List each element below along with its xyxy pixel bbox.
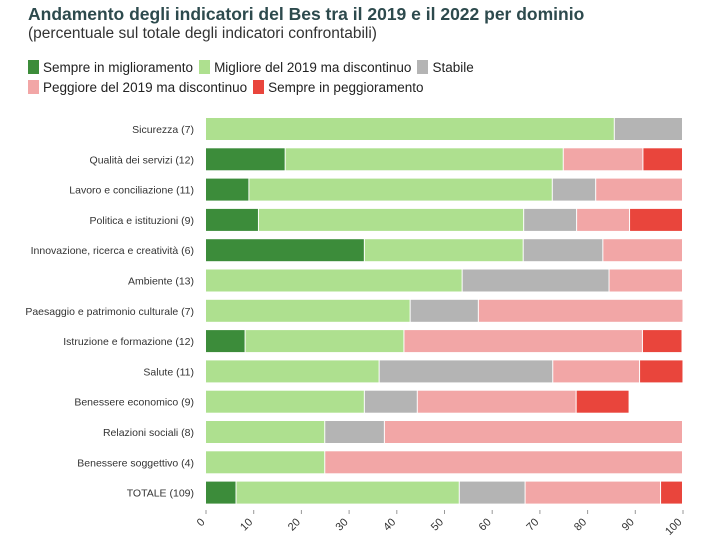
bar-segment bbox=[614, 118, 682, 140]
x-tick-label: 10 bbox=[238, 516, 255, 533]
bar-segment bbox=[206, 451, 325, 474]
legend-item: Stabile bbox=[417, 58, 474, 76]
legend-label: Sempre in peggioramento bbox=[268, 79, 424, 95]
bar-segment bbox=[379, 360, 553, 383]
bar-segment bbox=[459, 481, 525, 504]
bar-segment bbox=[563, 148, 643, 171]
legend: Sempre in miglioramento Migliore del 2019… bbox=[28, 58, 488, 96]
category-label: Benessere soggettivo (4) bbox=[77, 457, 194, 469]
category-label: Benessere economico (9) bbox=[74, 397, 194, 409]
legend-swatch bbox=[417, 60, 429, 74]
category-label: Innovazione, ricerca e creatività (6) bbox=[31, 245, 194, 257]
x-tick-label: 30 bbox=[334, 516, 351, 533]
category-label: TOTALE (109) bbox=[127, 488, 194, 500]
bar-segment bbox=[462, 269, 609, 292]
x-tick-label: 70 bbox=[524, 516, 541, 533]
bar-segment bbox=[206, 421, 325, 443]
bar-segment bbox=[206, 299, 410, 322]
x-tick-label: 40 bbox=[381, 516, 398, 533]
legend-item: Peggiore del 2019 ma discontinuo bbox=[28, 78, 247, 96]
category-label: Qualità dei servizi (12) bbox=[90, 154, 194, 166]
legend-swatch bbox=[28, 80, 39, 94]
legend-item: Sempre in miglioramento bbox=[28, 58, 193, 76]
bar-segment bbox=[661, 481, 682, 504]
bar-segment bbox=[525, 481, 661, 504]
bar-segment bbox=[596, 178, 682, 201]
bar-segment bbox=[206, 148, 285, 171]
category-label: Sicurezza (7) bbox=[132, 124, 194, 136]
category-label: Paesaggio e patrimonio culturale (7) bbox=[25, 306, 194, 318]
category-label: Salute (11) bbox=[143, 366, 194, 378]
bar-segment bbox=[552, 178, 596, 201]
bar-segment bbox=[364, 390, 417, 413]
bar-segment bbox=[258, 208, 524, 231]
chart-title: Andamento degli indicatori del Bes tra i… bbox=[28, 4, 585, 24]
bar-segment bbox=[524, 208, 577, 231]
legend-item: Sempre in peggioramento bbox=[253, 78, 424, 96]
bar-segment bbox=[325, 421, 384, 443]
x-tick-label: 50 bbox=[429, 516, 446, 533]
bar-segment bbox=[553, 360, 640, 383]
bar-segment bbox=[609, 269, 682, 292]
bar-segment bbox=[523, 239, 603, 262]
legend-label: Sempre in miglioramento bbox=[43, 59, 194, 75]
bar-segment bbox=[364, 239, 523, 262]
x-tick-label: 100 bbox=[663, 516, 684, 537]
bar-segment bbox=[576, 390, 629, 413]
legend-swatch bbox=[28, 60, 39, 74]
bar-segment bbox=[417, 390, 576, 413]
bar-segment bbox=[577, 208, 630, 231]
x-tick-label: 0 bbox=[195, 516, 208, 529]
bar-segment bbox=[642, 330, 682, 353]
category-label: Istruzione e formazione (12) bbox=[63, 336, 194, 348]
x-tick-label: 90 bbox=[620, 516, 637, 533]
x-tick-label: 80 bbox=[572, 516, 589, 533]
legend-label: Migliore del 2019 ma discontinuo bbox=[214, 59, 412, 75]
bar-segment bbox=[410, 299, 478, 322]
legend-label: Peggiore del 2019 ma discontinuo bbox=[43, 79, 248, 95]
bar-segment bbox=[384, 421, 682, 443]
bar-segment bbox=[643, 148, 682, 171]
bar-segment bbox=[285, 148, 563, 171]
bar-segment bbox=[236, 481, 459, 504]
legend-swatch bbox=[199, 60, 211, 74]
bar-segment bbox=[325, 451, 682, 474]
category-label: Ambiente (13) bbox=[128, 276, 194, 288]
legend-swatch bbox=[253, 80, 265, 94]
bar-segment bbox=[206, 330, 245, 353]
bar-segment bbox=[249, 178, 552, 201]
category-label: Relazioni sociali (8) bbox=[103, 427, 194, 439]
bar-segment bbox=[206, 269, 462, 292]
bar-segment bbox=[206, 481, 236, 504]
bar-segment bbox=[206, 208, 258, 231]
bar-segment bbox=[206, 118, 614, 140]
bar-segment bbox=[206, 360, 379, 383]
category-label: Lavoro e conciliazione (11) bbox=[69, 185, 194, 197]
bar-segment bbox=[206, 178, 249, 201]
x-tick-label: 60 bbox=[477, 516, 494, 533]
category-label: Politica e istituzioni (9) bbox=[90, 215, 194, 227]
bar-segment bbox=[245, 330, 404, 353]
legend-item: Migliore del 2019 ma discontinuo bbox=[199, 58, 411, 76]
legend-label: Stabile bbox=[432, 59, 474, 75]
chart-subtitle: (percentuale sul totale degli indicatori… bbox=[28, 25, 377, 42]
bar-segment bbox=[206, 390, 364, 413]
bar-segment bbox=[603, 239, 682, 262]
bar-segment bbox=[630, 208, 682, 231]
bar-segment bbox=[404, 330, 642, 353]
bar-segment bbox=[478, 299, 683, 322]
bar-segment bbox=[640, 360, 683, 383]
x-tick-label: 20 bbox=[286, 516, 303, 533]
bar-segment bbox=[206, 239, 364, 262]
